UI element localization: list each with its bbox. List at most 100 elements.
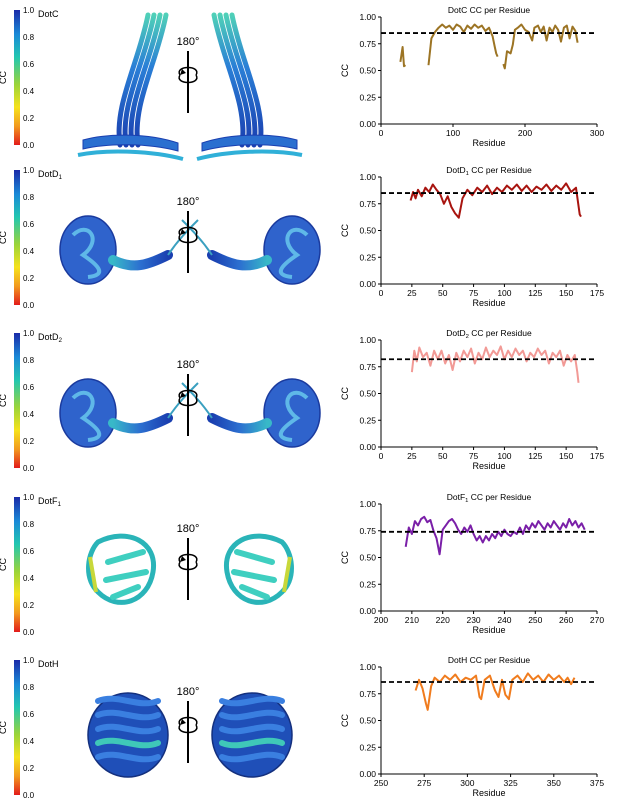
rotation-label: 180°	[177, 196, 200, 208]
structure-cartoon	[181, 215, 321, 285]
y-tick-label: 1.00	[359, 12, 376, 22]
x-tick-label: 325	[504, 778, 518, 788]
x-tick-label: 240	[497, 615, 511, 625]
series-line	[404, 515, 586, 556]
panel: 1.0 0.8 0.6 0.4 0.2 0.0 CC DotD1 180° DotD1 CC pe…	[0, 165, 604, 310]
x-axis-label: Residue	[472, 788, 505, 798]
structure-cartoon	[59, 215, 199, 285]
colorbar	[14, 497, 20, 632]
chart-title: DotC CC per Residue	[448, 5, 530, 15]
colorbar-tick-label: 0.6	[23, 60, 35, 69]
y-axis-label: CC	[340, 64, 350, 77]
colorbar-tick-label: 0.2	[23, 437, 35, 446]
colorbar-tick-label: 0.2	[23, 764, 35, 773]
colorbar-tick-label: 0.8	[23, 356, 35, 365]
x-tick-label: 0	[379, 288, 384, 298]
structure-cartoon	[87, 692, 169, 778]
rotation-arrowhead-icon	[180, 392, 186, 398]
y-tick-label: 0.00	[359, 119, 376, 129]
x-tick-label: 175	[590, 288, 604, 298]
x-tick-label: 75	[469, 451, 479, 461]
panel: 1.0 0.8 0.6 0.4 0.2 0.0 CC DotH 180° DotH CC per …	[0, 655, 604, 800]
x-tick-label: 300	[590, 128, 604, 138]
colorbar-label: CC	[0, 558, 8, 571]
panel: 1.0 0.8 0.6 0.4 0.2 0.0 CC DotD2 180° DotD2 CC pe…	[0, 328, 604, 473]
colorbar-label: CC	[0, 231, 8, 244]
series-line	[502, 23, 579, 70]
x-tick-label: 210	[405, 615, 419, 625]
y-tick-label: 1.00	[359, 335, 376, 345]
protein-label: DotD2	[38, 332, 63, 344]
colorbar-label: CC	[0, 71, 8, 84]
x-tick-label: 230	[466, 615, 480, 625]
colorbar-tick-label: 0.0	[23, 791, 35, 800]
x-tick-label: 200	[374, 615, 388, 625]
x-tick-label: 25	[407, 288, 417, 298]
x-tick-label: 220	[436, 615, 450, 625]
colorbar-tick-label: 0.4	[23, 574, 35, 583]
structure-cartoon	[224, 533, 294, 605]
colorbar-tick-label: 0.6	[23, 547, 35, 556]
colorbar-tick-label: 0.2	[23, 114, 35, 123]
colorbar-tick-label: 1.0	[23, 329, 35, 338]
series-line	[410, 345, 580, 383]
rotation-arrowhead-icon	[180, 556, 186, 562]
x-tick-label: 100	[446, 128, 460, 138]
rotation-arrow-icon	[178, 66, 198, 84]
y-tick-label: 1.00	[359, 662, 376, 672]
colorbar-tick-label: 0.6	[23, 383, 35, 392]
protein-label: DotC	[38, 9, 59, 19]
x-tick-label: 260	[559, 615, 573, 625]
x-tick-label: 0	[379, 128, 384, 138]
x-tick-label: 300	[460, 778, 474, 788]
chart-title: DotF1 CC per Residue	[447, 492, 532, 504]
panels-layer: 1.0 0.8 0.6 0.4 0.2 0.0 CC DotC 180° DotC CC per …	[0, 5, 604, 800]
x-tick-label: 275	[417, 778, 431, 788]
series-line	[409, 182, 582, 219]
colorbar-tick-label: 0.2	[23, 274, 35, 283]
y-tick-label: 0.75	[359, 362, 376, 372]
x-tick-label: 270	[590, 615, 604, 625]
rotation-arrow-icon	[178, 716, 198, 734]
y-tick-label: 0.00	[359, 442, 376, 452]
y-tick-label: 0.75	[359, 689, 376, 699]
x-tick-label: 375	[590, 778, 604, 788]
colorbar-tick-label: 0.8	[23, 683, 35, 692]
rotation-arrow-icon	[178, 553, 198, 571]
rotation-arrowhead-icon	[180, 719, 186, 725]
rotation-arrowhead-icon	[180, 69, 186, 75]
x-tick-label: 75	[469, 288, 479, 298]
series-line	[427, 23, 499, 66]
y-tick-label: 0.50	[359, 389, 376, 399]
y-axis-label: CC	[340, 551, 350, 564]
colorbar-label: CC	[0, 721, 8, 734]
y-tick-label: 0.50	[359, 226, 376, 236]
colorbar-tick-label: 0.0	[23, 301, 35, 310]
series-line	[399, 46, 407, 68]
protein-label: DotH	[38, 659, 59, 669]
protein-label: DotD1	[38, 169, 63, 181]
chart-title: DotD1 CC per Residue	[446, 165, 532, 177]
rotation-arrowhead-icon	[180, 229, 186, 235]
structure-cartoon	[59, 378, 199, 448]
colorbar-tick-label: 0.6	[23, 220, 35, 229]
colorbar-tick-label: 0.8	[23, 193, 35, 202]
y-tick-label: 0.25	[359, 92, 376, 102]
x-tick-label: 100	[497, 451, 511, 461]
series-line	[414, 672, 576, 711]
colorbar-tick-label: 0.8	[23, 520, 35, 529]
colorbar-tick-label: 0.4	[23, 247, 35, 256]
y-axis-label: CC	[340, 714, 350, 727]
colorbar-tick-label: 0.4	[23, 410, 35, 419]
x-tick-label: 150	[559, 451, 573, 461]
y-tick-label: 0.75	[359, 39, 376, 49]
x-tick-label: 125	[528, 288, 542, 298]
protein-label: DotF1	[38, 496, 62, 508]
colorbar	[14, 170, 20, 305]
x-axis-label: Residue	[472, 461, 505, 471]
y-tick-label: 0.25	[359, 742, 376, 752]
x-tick-label: 250	[528, 615, 542, 625]
y-tick-label: 0.25	[359, 579, 376, 589]
colorbar	[14, 10, 20, 145]
colorbar-label: CC	[0, 394, 8, 407]
